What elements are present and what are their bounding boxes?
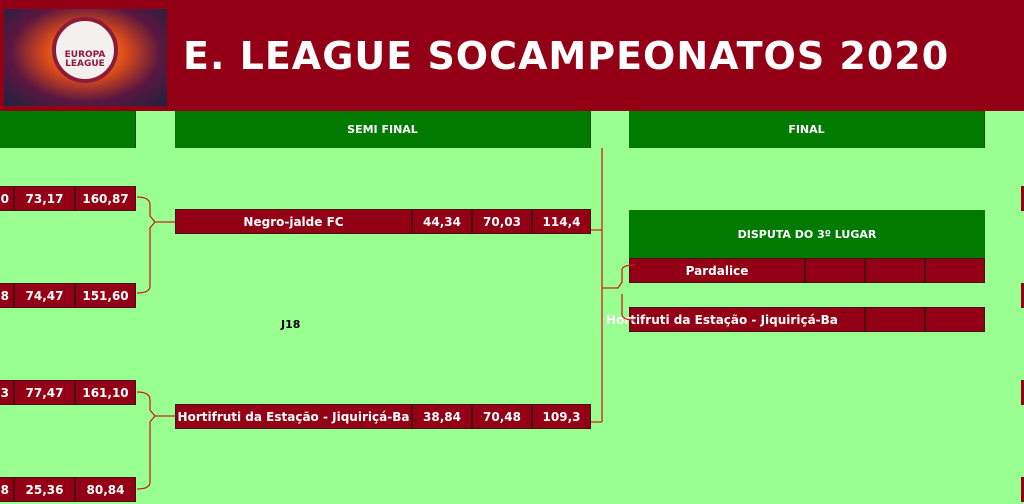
semi-final-header: SEMI FINAL <box>175 111 591 148</box>
semi-team: Negro-jalde FC <box>175 209 412 234</box>
quarter-cell: 8 <box>0 283 14 308</box>
semi-cell: 44,34 <box>412 209 472 234</box>
third-team-cell: Hortifruti da Estação - Jiquiriçá-Ba <box>606 307 865 332</box>
quarter-cell: 74,47 <box>14 283 75 308</box>
semi-total: 114,4 <box>532 209 591 234</box>
third-cell <box>865 307 925 332</box>
third-cell <box>805 258 865 283</box>
semi-cell: 70,48 <box>472 404 532 429</box>
offscreen-cell <box>1021 283 1024 308</box>
semi-total: 109,3 <box>532 404 591 429</box>
quarter-total: 80,84 <box>75 477 136 502</box>
third-cell <box>865 258 925 283</box>
quarter-total: 151,60 <box>75 283 136 308</box>
third-team: Pardalice <box>629 258 805 283</box>
final-header: FINAL <box>629 111 985 148</box>
third-total <box>925 258 985 283</box>
offscreen-cell <box>1021 477 1024 502</box>
quarter-cell: 77,47 <box>14 380 75 405</box>
title-bar <box>0 0 1024 111</box>
third-team: Hortifruti da Estação - Jiquiriçá-Ba <box>606 312 838 327</box>
quarter-final-header <box>0 111 136 148</box>
bracket-line <box>602 264 636 321</box>
offscreen-cell <box>1021 186 1024 211</box>
quarter-cell: 25,36 <box>14 477 75 502</box>
third-place-header: DISPUTA DO 3º LUGAR <box>629 210 985 258</box>
third-total <box>925 307 985 332</box>
semi-cell: 70,03 <box>472 209 532 234</box>
semi-team: Hortifruti da Estação - Jiquiriçá-Ba <box>175 404 412 429</box>
page-title: E. LEAGUE SOCAMPEONATOS 2020 <box>183 34 950 78</box>
offscreen-cell <box>1021 380 1024 405</box>
quarter-cell: 73,17 <box>14 186 75 211</box>
cell-note: J18 <box>281 318 301 331</box>
bracket-line <box>591 148 603 423</box>
bracket-line <box>136 391 175 490</box>
quarter-cell: 0 <box>0 186 14 211</box>
quarter-cell: 3 <box>0 380 14 405</box>
bracket-line <box>136 196 175 294</box>
quarter-total: 161,10 <box>75 380 136 405</box>
quarter-total: 160,87 <box>75 186 136 211</box>
semi-cell: 38,84 <box>412 404 472 429</box>
quarter-cell: 8 <box>0 477 14 502</box>
europa-league-logo: EUROPA LEAGUE <box>4 9 167 106</box>
